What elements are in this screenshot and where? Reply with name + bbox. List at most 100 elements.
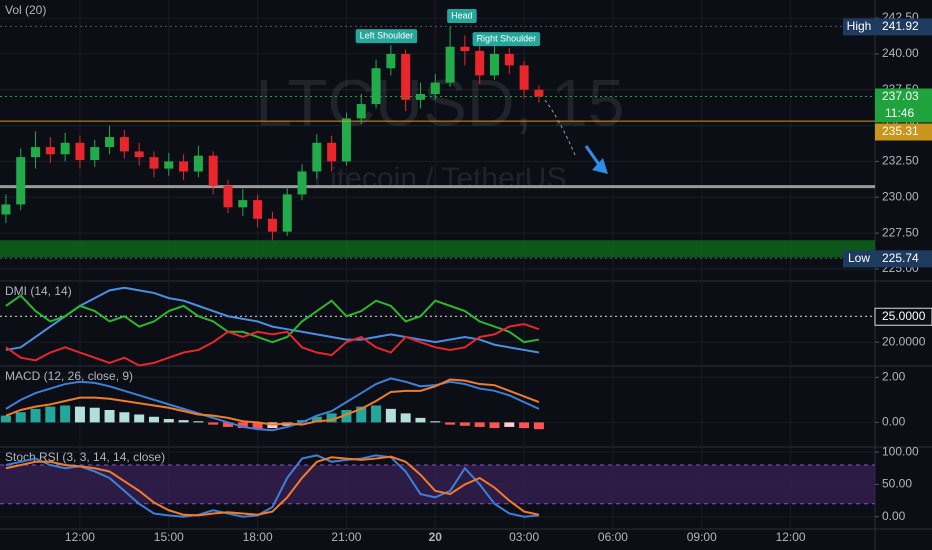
- histogram-bar: [163, 419, 174, 423]
- x-tick-label: 06:00: [598, 530, 628, 544]
- x-tick-label: 12:00: [65, 530, 95, 544]
- candle-body: [193, 155, 203, 172]
- annotation: Right Shoulder: [477, 34, 537, 44]
- histogram-bar: [371, 405, 382, 423]
- histogram-bar: [237, 422, 248, 429]
- histogram-bar: [519, 422, 530, 429]
- histogram-bar: [533, 422, 544, 430]
- series-line: [5, 322, 540, 367]
- histogram-bar: [134, 414, 145, 423]
- price-tag: High: [847, 19, 872, 33]
- histogram-bar: [74, 406, 85, 423]
- histogram-bar: [400, 413, 411, 423]
- histogram-bar: [208, 422, 219, 425]
- candle-body: [401, 53, 411, 100]
- series-line: [5, 286, 540, 354]
- series-line: [5, 454, 540, 518]
- candle-body: [490, 53, 500, 76]
- series-line: [5, 377, 540, 432]
- candle-body: [208, 155, 218, 186]
- hline-label: 25.0000: [882, 309, 926, 323]
- price-label: 225.74: [882, 251, 919, 265]
- y-tick-label: 232.50: [882, 154, 919, 168]
- histogram-bar: [252, 422, 263, 430]
- y-tick-label: 0.00: [882, 415, 906, 429]
- candle-body: [179, 161, 189, 172]
- candle-body: [356, 104, 366, 119]
- candle-body: [504, 53, 514, 66]
- histogram-bar: [474, 422, 485, 427]
- candle-body: [312, 142, 322, 172]
- candle-body: [119, 137, 129, 152]
- candle-body: [282, 194, 292, 232]
- y-tick-label: 227.50: [882, 225, 919, 239]
- price-label-box: [875, 18, 932, 36]
- candle-body: [164, 161, 174, 169]
- x-tick-label: 12:00: [776, 530, 806, 544]
- indicator-legend: Vol (20): [5, 3, 46, 17]
- price-tag-box: [843, 250, 875, 268]
- histogram-bar: [223, 422, 234, 427]
- x-tick-label: 09:00: [687, 530, 717, 544]
- watermark-title: LTCUSD, 15: [255, 65, 624, 139]
- y-tick-label: 230.00: [882, 189, 919, 203]
- candle-body: [75, 142, 85, 160]
- candle-body: [238, 200, 248, 208]
- series-line: [5, 455, 540, 517]
- candle-body: [430, 82, 440, 95]
- hline-box: [874, 307, 932, 326]
- price-tag-box: [843, 18, 875, 36]
- price-label-box: [875, 250, 932, 268]
- price-label: 241.92: [882, 19, 919, 33]
- annotation-box: [447, 9, 477, 24]
- y-tick-label: 50.00: [882, 477, 912, 491]
- candle-body: [386, 53, 396, 69]
- candle-body: [534, 89, 544, 97]
- candle-body: [31, 147, 41, 158]
- candle-body: [90, 147, 100, 160]
- candle-body: [60, 142, 70, 155]
- histogram-bar: [385, 408, 396, 423]
- annotation: Left Shoulder: [360, 31, 414, 41]
- annotation-box: [472, 32, 541, 47]
- price-label-box: [875, 88, 932, 106]
- price-label: 237.03: [882, 89, 919, 103]
- price-label-box: [875, 123, 932, 141]
- candle-body: [105, 137, 115, 148]
- candle-body: [460, 46, 470, 52]
- histogram-bar: [504, 422, 515, 427]
- y-tick-label: 20.0000: [882, 334, 926, 348]
- price-label: 235.31: [882, 124, 919, 138]
- x-tick-label: 15:00: [154, 530, 184, 544]
- histogram-bar: [415, 417, 426, 423]
- histogram-bar: [0, 415, 11, 423]
- price-tag: Low: [848, 251, 870, 265]
- histogram-bar: [326, 413, 337, 423]
- candle-body: [475, 51, 485, 76]
- histogram-bar: [430, 421, 441, 423]
- candle-body: [134, 151, 144, 158]
- zone: [0, 240, 875, 258]
- indicator-legend: Stoch RSI (3, 3, 14, 14, close): [5, 450, 165, 464]
- histogram-bar: [297, 420, 308, 423]
- candle-body: [297, 171, 307, 195]
- candle-body: [16, 157, 26, 205]
- histogram-bar: [356, 406, 367, 423]
- indicator-legend: MACD (12, 26, close, 9): [5, 369, 133, 383]
- arrow-head: [592, 158, 608, 174]
- candle-body: [267, 218, 277, 232]
- histogram-bar: [489, 422, 500, 429]
- candle-body: [1, 204, 11, 215]
- candle-body: [223, 185, 233, 208]
- candle-body: [149, 157, 159, 169]
- y-tick-label: 240.00: [882, 46, 919, 60]
- histogram-bar: [45, 406, 56, 423]
- histogram-bar: [104, 409, 115, 423]
- y-tick-label: 0.00: [882, 509, 906, 523]
- histogram-bar: [119, 412, 130, 423]
- countdown-box: [875, 105, 932, 123]
